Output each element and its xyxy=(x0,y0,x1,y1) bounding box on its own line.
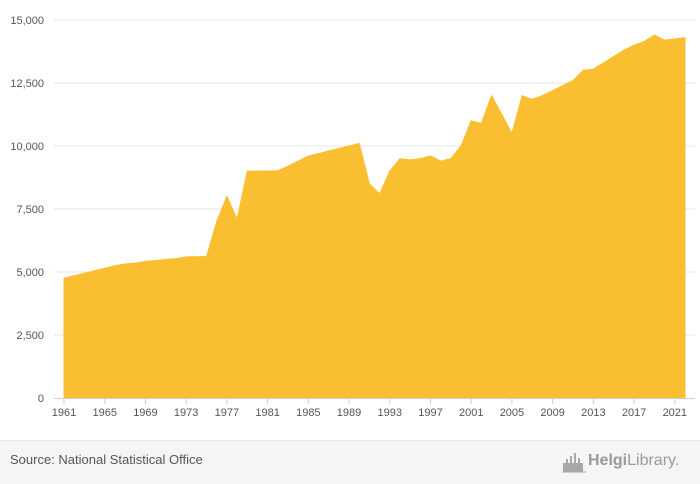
x-tick-label: 1997 xyxy=(418,407,442,419)
brand-name-rest: Library. xyxy=(627,452,680,469)
y-tick-label: 0 xyxy=(38,393,44,405)
y-tick-label: 2,500 xyxy=(16,330,44,342)
x-tick-label: 1973 xyxy=(174,407,198,419)
x-tick-label: 2017 xyxy=(622,407,646,419)
area-chart: 1961 1965 1969 1973 1977 1981 1985 1989 1993 1997… xyxy=(10,15,695,419)
y-tick-label: 7,500 xyxy=(16,204,44,216)
brand-logo-link[interactable]: HelgiLibrary. xyxy=(562,449,690,475)
y-tick-label: 15,000 xyxy=(10,15,44,27)
y-tick-label: 5,000 xyxy=(16,267,44,279)
chart-footer: Source: National Statistical Office Helg… xyxy=(0,440,700,484)
x-tick-label: 2021 xyxy=(663,407,687,419)
x-tick-label: 1965 xyxy=(92,407,116,419)
x-tick-label: 1977 xyxy=(215,407,239,419)
brand-name-bold: Helgi xyxy=(588,452,628,469)
x-tick-label: 1969 xyxy=(133,407,157,419)
x-tick-label: 2009 xyxy=(540,407,564,419)
x-tick-label: 1993 xyxy=(378,407,402,419)
x-tick-label: 2001 xyxy=(459,407,483,419)
y-axis: 0 2,500 5,000 7,500 10,000 12,500 15,000 xyxy=(10,15,44,405)
x-tick-label: 1989 xyxy=(337,407,361,419)
y-tick-label: 10,000 xyxy=(10,141,44,153)
x-tick-label: 1981 xyxy=(255,407,279,419)
series-area xyxy=(63,34,686,399)
x-tick-label: 2005 xyxy=(500,407,524,419)
brand-name: HelgiLibrary. xyxy=(588,452,679,470)
x-tick-label: 1985 xyxy=(296,407,320,419)
source-note: Source: National Statistical Office xyxy=(10,452,203,467)
x-tick-label: 2013 xyxy=(581,407,605,419)
city-skyline-icon xyxy=(562,453,586,473)
x-tick-label: 1961 xyxy=(52,407,76,419)
y-tick-label: 12,500 xyxy=(10,78,44,90)
series-area-layer xyxy=(63,34,686,399)
x-axis: 1961 1965 1969 1973 1977 1981 1985 1989 1993 1997… xyxy=(52,398,695,419)
